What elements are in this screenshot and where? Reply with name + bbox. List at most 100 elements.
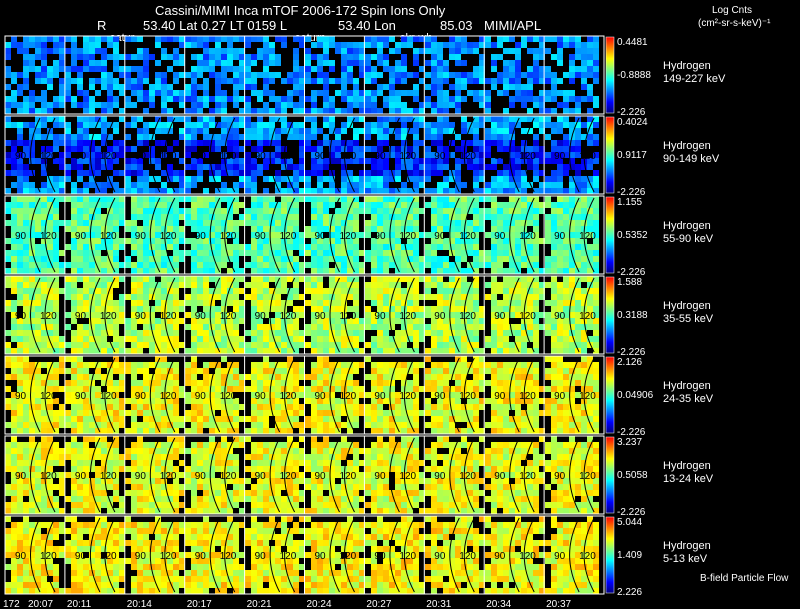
heatmap-cell bbox=[425, 312, 431, 318]
heatmap-cell bbox=[587, 312, 593, 318]
heatmap-cell bbox=[95, 134, 101, 140]
heatmap-cell bbox=[23, 300, 29, 306]
heatmap-cell bbox=[431, 256, 437, 262]
heatmap-cell bbox=[131, 300, 137, 306]
heatmap-cell bbox=[119, 404, 125, 410]
heatmap-cell bbox=[569, 122, 575, 128]
heatmap-cell bbox=[587, 164, 593, 170]
heatmap-cell bbox=[377, 268, 383, 274]
heatmap-cell bbox=[533, 282, 539, 288]
heatmap-cell bbox=[545, 122, 551, 128]
heatmap-cell bbox=[65, 220, 71, 226]
heatmap-cell bbox=[5, 96, 11, 102]
heatmap-cell bbox=[455, 134, 461, 140]
heatmap-cell bbox=[329, 386, 335, 392]
heatmap-cell bbox=[281, 158, 287, 164]
heatmap-cell bbox=[473, 140, 479, 146]
heatmap-cell bbox=[83, 214, 89, 220]
heatmap-cell bbox=[125, 134, 131, 140]
heatmap-cell bbox=[23, 54, 29, 60]
heatmap-cell bbox=[491, 176, 497, 182]
heatmap-cell bbox=[23, 262, 29, 268]
heatmap-cell bbox=[185, 368, 191, 374]
heatmap-cell bbox=[83, 158, 89, 164]
heatmap-cell bbox=[317, 392, 323, 398]
heatmap-cell bbox=[77, 374, 83, 380]
heatmap-cell bbox=[329, 362, 335, 368]
heatmap-cell bbox=[197, 404, 203, 410]
heatmap-cell bbox=[389, 392, 395, 398]
heatmap-cell bbox=[275, 398, 281, 404]
heatmap-cell bbox=[431, 404, 437, 410]
heatmap-cell bbox=[353, 182, 359, 188]
heatmap-cell bbox=[395, 250, 401, 256]
heatmap-cell bbox=[185, 392, 191, 398]
heatmap-cell bbox=[425, 128, 431, 134]
heatmap-cell bbox=[23, 146, 29, 152]
heatmap-cell bbox=[539, 42, 545, 48]
heatmap-cell bbox=[257, 324, 263, 330]
heatmap-cell bbox=[557, 262, 563, 268]
heatmap-cell bbox=[293, 238, 299, 244]
heatmap-cell bbox=[389, 324, 395, 330]
heatmap-cell bbox=[539, 78, 545, 84]
heatmap-cell bbox=[29, 336, 35, 342]
heatmap-cell bbox=[203, 386, 209, 392]
heatmap-cell bbox=[95, 300, 101, 306]
heatmap-cell bbox=[47, 368, 53, 374]
heatmap-cell bbox=[461, 306, 467, 312]
heatmap-cell bbox=[197, 250, 203, 256]
heatmap-cell bbox=[419, 66, 425, 72]
heatmap-cell bbox=[413, 348, 419, 354]
heatmap-cell bbox=[299, 146, 305, 152]
heatmap-cell bbox=[527, 362, 533, 368]
heatmap-cell bbox=[329, 232, 335, 238]
heatmap-cell bbox=[191, 36, 197, 42]
heatmap-cell bbox=[131, 318, 137, 324]
heatmap-cell bbox=[17, 208, 23, 214]
heatmap-cell bbox=[227, 42, 233, 48]
heatmap-cell bbox=[275, 170, 281, 176]
heatmap-cell bbox=[179, 300, 185, 306]
heatmap-cell bbox=[335, 90, 341, 96]
heatmap-cell bbox=[305, 374, 311, 380]
heatmap-cell bbox=[371, 164, 377, 170]
heatmap-cell bbox=[437, 374, 443, 380]
heatmap-cell bbox=[17, 214, 23, 220]
heatmap-cell bbox=[239, 404, 245, 410]
heatmap-cell bbox=[281, 392, 287, 398]
heatmap-cell bbox=[191, 78, 197, 84]
heatmap-cell bbox=[197, 256, 203, 262]
heatmap-cell bbox=[371, 368, 377, 374]
heatmap-cell bbox=[539, 108, 545, 114]
heatmap-cell bbox=[371, 404, 377, 410]
heatmap-cell bbox=[371, 262, 377, 268]
heatmap-cell bbox=[251, 386, 257, 392]
heatmap-cell bbox=[65, 368, 71, 374]
heatmap-cell bbox=[281, 128, 287, 134]
heatmap-cell bbox=[509, 300, 515, 306]
heatmap-cell bbox=[23, 226, 29, 232]
heatmap-cell bbox=[269, 404, 275, 410]
pitch-angle-contour bbox=[224, 277, 236, 353]
heatmap-cell bbox=[359, 152, 365, 158]
heatmap-cell bbox=[167, 196, 173, 202]
heatmap-cell bbox=[593, 262, 599, 268]
heatmap-cell bbox=[395, 342, 401, 348]
heatmap-cell bbox=[347, 48, 353, 54]
heatmap-cell bbox=[59, 250, 65, 256]
heatmap-cell bbox=[575, 288, 581, 294]
heatmap-cell bbox=[305, 128, 311, 134]
heatmap-cell bbox=[365, 182, 371, 188]
heatmap-cell bbox=[347, 122, 353, 128]
heatmap-cell bbox=[119, 244, 125, 250]
heatmap-cell bbox=[131, 282, 137, 288]
heatmap-cell bbox=[491, 208, 497, 214]
heatmap-cell bbox=[503, 66, 509, 72]
heatmap-cell bbox=[137, 398, 143, 404]
heatmap-cell bbox=[221, 220, 227, 226]
heatmap-cell bbox=[347, 214, 353, 220]
heatmap-cell bbox=[143, 276, 149, 282]
heatmap-cell bbox=[437, 256, 443, 262]
heatmap-cell bbox=[83, 60, 89, 66]
